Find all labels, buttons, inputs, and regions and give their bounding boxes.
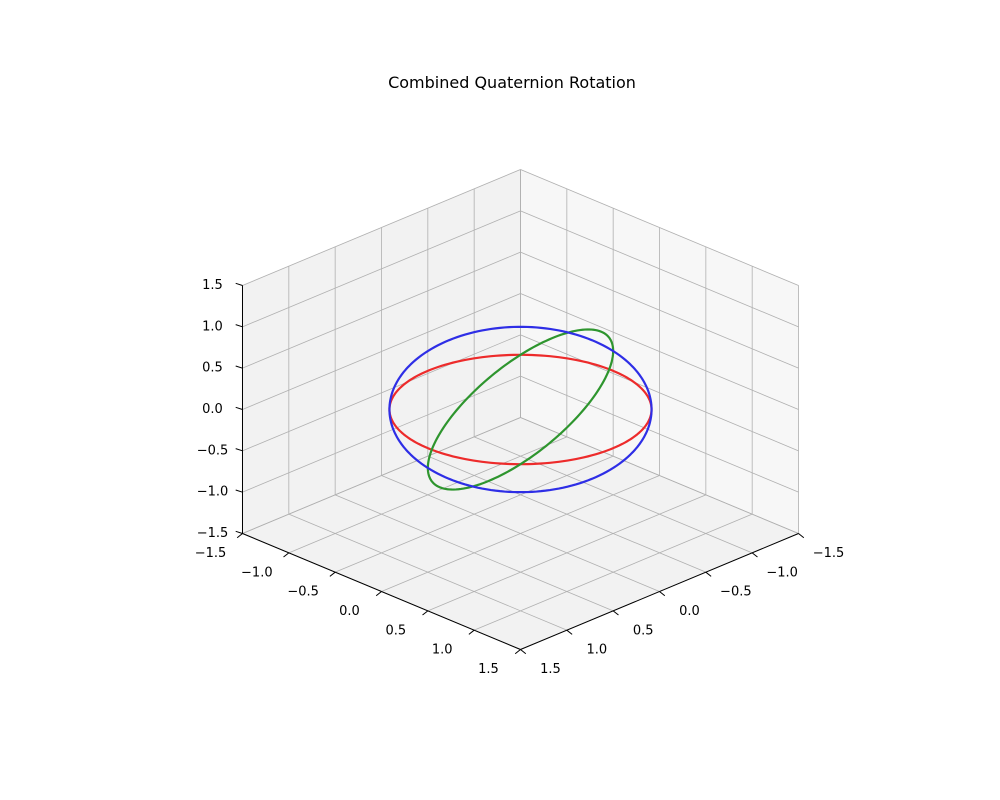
z-grid-line-right (520, 251, 799, 369)
x-tick-mark (612, 610, 619, 616)
z-tick-mark (235, 324, 243, 328)
y-grid-line-floor (474, 513, 753, 631)
x-tick-mark (566, 629, 573, 635)
y-tick-label: −1.5 (195, 546, 227, 561)
y-tick-mark (468, 629, 475, 635)
x-tick-mark (520, 649, 527, 655)
z-grid-line-right (520, 375, 799, 493)
y-grid-line-floor (427, 494, 706, 612)
y-tick-mark (514, 649, 521, 655)
y-tick-label: −1.0 (241, 565, 273, 580)
z-tick-mark (235, 448, 243, 452)
x-tick-label: 0.5 (633, 623, 654, 638)
x-tick-label: 1.5 (540, 662, 561, 677)
z-grid-line-left (242, 169, 521, 286)
x-tick-mark (659, 591, 666, 597)
y-tick-label: 1.5 (478, 662, 499, 677)
z-grid-line-left (242, 375, 521, 493)
y-grid-line-floor (288, 436, 567, 554)
series-layer (388, 325, 653, 494)
y-tick-label: 1.0 (432, 643, 453, 658)
z-grid-line-left (242, 210, 521, 328)
y-grid-line-floor (381, 475, 660, 592)
z-tick-mark (235, 365, 243, 369)
z-tick-mark (235, 489, 243, 493)
tick-marks: −1.5 −1.0 −0.5 0.0 0.5 1.0 1.5 −1.5 −1.0 −0.5 0.0 0… (195, 278, 845, 677)
y-tick-mark (329, 571, 336, 577)
x-tick-mark (751, 552, 758, 558)
grid-lines (242, 169, 799, 650)
z-grid-line-right (520, 169, 799, 286)
z-tick-label: 1.5 (202, 278, 223, 293)
y-grid-line-floor (335, 455, 614, 573)
z-grid-line-right (520, 210, 799, 328)
series-2-line (426, 328, 615, 491)
y-tick-mark (283, 552, 290, 558)
z-tick-mark (235, 530, 243, 534)
z-tick-label: 0.0 (202, 402, 223, 417)
z-tick-label: 1.0 (202, 319, 223, 334)
x-tick-label: 1.0 (586, 643, 607, 658)
y-tick-mark (422, 610, 429, 616)
z-grid-line-right (520, 293, 799, 410)
z-tick-label: −0.5 (197, 443, 229, 458)
x-tick-label: 0.0 (679, 604, 700, 619)
z-grid-line-left (242, 334, 521, 452)
z-grid-line-left (242, 417, 521, 534)
series-3-line (388, 325, 653, 494)
z-tick-mark (235, 282, 243, 286)
x-tick-label: −1.5 (813, 546, 845, 561)
z-grid-line-left (242, 251, 521, 369)
y-tick-label: −0.5 (287, 585, 319, 600)
x-tick-mark (705, 571, 712, 577)
z-grid-line-left (242, 293, 521, 410)
y-tick-label: 0.5 (385, 623, 406, 638)
z-tick-label: −1.0 (197, 485, 229, 500)
chart-title: Combined Quaternion Rotation (388, 73, 636, 92)
z-tick-mark (235, 406, 243, 410)
x-tick-mark (798, 533, 805, 539)
series-1-line (388, 353, 653, 466)
z-tick-label: 0.5 (202, 361, 223, 376)
x-tick-label: −1.0 (766, 565, 798, 580)
y-tick-label: 0.0 (339, 604, 360, 619)
x-tick-label: −0.5 (720, 585, 752, 600)
z-grid-line-right (520, 334, 799, 452)
y-tick-mark (375, 591, 382, 597)
z-tick-label: −1.5 (197, 526, 229, 541)
z-grid-line-right (520, 417, 799, 534)
y-tick-mark (236, 533, 243, 539)
